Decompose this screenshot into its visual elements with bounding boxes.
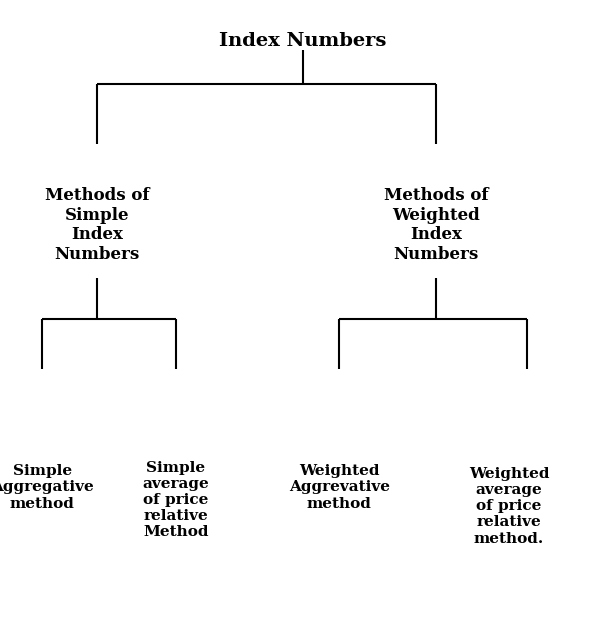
Text: Methods of
Simple
Index
Numbers: Methods of Simple Index Numbers bbox=[45, 187, 149, 263]
Text: Simple
average
of price
relative
Method: Simple average of price relative Method bbox=[142, 461, 209, 539]
Text: Methods of
Weighted
Index
Numbers: Methods of Weighted Index Numbers bbox=[384, 187, 488, 263]
Text: Index Numbers: Index Numbers bbox=[219, 32, 387, 49]
Text: Simple
Aggregative
method: Simple Aggregative method bbox=[0, 464, 94, 511]
Text: Weighted
average
of price
relative
method.: Weighted average of price relative metho… bbox=[469, 467, 549, 546]
Text: Weighted
Aggrevative
method: Weighted Aggrevative method bbox=[289, 464, 390, 511]
